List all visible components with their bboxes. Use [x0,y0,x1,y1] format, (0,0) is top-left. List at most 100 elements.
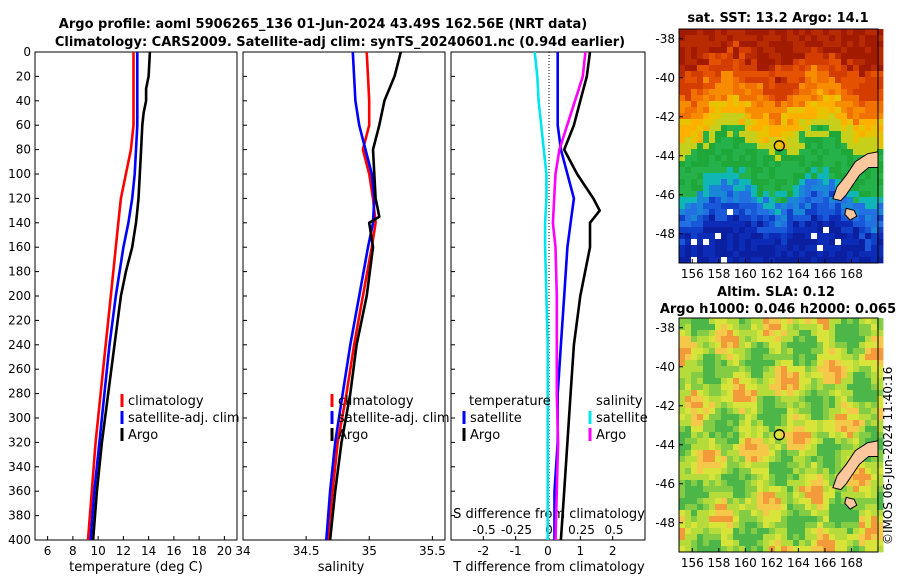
map-cell [739,197,746,204]
map-cell [823,35,830,42]
temperature-legend: climatology satellite-adj. clim Argo [120,394,240,443]
map-cell [763,408,770,415]
map-cell [679,354,686,361]
map-cell [799,378,806,385]
map-cell [853,372,860,379]
map-cell [685,47,692,54]
map-cell [733,546,740,553]
map-cell [841,65,848,72]
map-cell [751,65,758,72]
map-cell [871,462,878,469]
map-cell [733,438,740,445]
map-cell [745,173,752,180]
map-cell [679,191,686,198]
map-cell [835,131,842,138]
map-cell [859,83,866,90]
map-cell [871,510,878,517]
map-cell [859,360,866,367]
map-cell [835,71,842,78]
map-cell [781,71,788,78]
series-line-climatology [326,52,377,540]
map-cell [805,125,812,132]
map-cell [763,474,770,481]
map-cell [817,348,824,355]
map-cell [847,131,854,138]
map-cell [835,41,842,48]
map-cell [859,95,866,102]
map-cell [787,540,794,547]
map-cell [763,221,770,228]
map-cell [793,462,800,469]
map-cell [703,209,710,216]
map-cell [859,336,866,343]
map-cell [853,245,860,252]
map-cell [721,444,728,451]
map-cell [733,29,740,36]
map-cell [877,47,884,54]
map-cell [745,504,752,511]
map-cell [685,179,692,186]
map-cell [715,468,722,475]
map-cell [691,522,698,529]
map-cell [751,342,758,349]
map-cell [727,47,734,54]
map-cell [859,89,866,96]
map-cell [745,522,752,529]
map-cell [715,366,722,373]
map-cell [715,480,722,487]
depth-tick-label: 220 [8,313,31,327]
map-cell [775,197,782,204]
map-cell [829,456,836,463]
map-cell [727,378,734,385]
map-cell [859,528,866,535]
map-cell [757,438,764,445]
map-cell [715,215,722,222]
map-cell [709,504,716,511]
map-cell [787,450,794,457]
map-cell [769,167,776,174]
map-cell [775,71,782,78]
map-cell [739,137,746,144]
map-cell [787,197,794,204]
map-cell [865,221,872,228]
map-cell [769,185,776,192]
map-cell [877,41,884,48]
map-cell [817,155,824,162]
map-cell [775,107,782,114]
map-x-tick-label: 164 [787,267,810,281]
map-cell [799,143,806,150]
map-cell [847,119,854,126]
map-cell [775,330,782,337]
map-cell [745,47,752,54]
map-cell [787,444,794,451]
map-cell [787,336,794,343]
map-cell [829,510,836,517]
map-cell [829,468,836,475]
map-cell [691,468,698,475]
map-cell [769,209,776,216]
map-cell [811,516,818,523]
map-cell [769,35,776,42]
map-cell [727,522,734,529]
map-cell [763,53,770,60]
map-cell [745,257,752,264]
map-cell [769,149,776,156]
map-cell [859,239,866,246]
map-cell [823,504,830,511]
map-cell [847,384,854,391]
map-cell [793,101,800,108]
map-cell [823,95,830,102]
map-cell [691,35,698,42]
map-y-tick-label: -40 [655,360,675,374]
map-cell [877,251,884,258]
map-cell [697,396,704,403]
map-cell [715,35,722,42]
map-cell [721,366,728,373]
map-cell [823,492,830,499]
map-cell [727,245,734,252]
map-cell [769,71,776,78]
map-cell [829,65,836,72]
map-cell [685,432,692,439]
map-cell [775,65,782,72]
map-cell [727,462,734,469]
